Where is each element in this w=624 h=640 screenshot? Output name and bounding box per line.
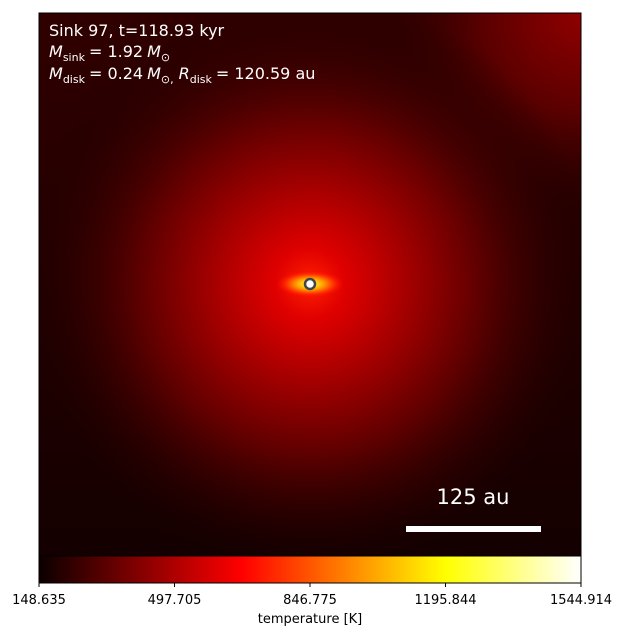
- value: = 0.24: [89, 64, 143, 83]
- sink-marker: [303, 277, 317, 291]
- colorbar-gradient: [38, 555, 582, 584]
- image: [38, 12, 582, 557]
- disk-props: Mdisk = 0.24 M⊙, Rdisk = 120.59 au: [49, 64, 315, 86]
- value: = 120.59 au: [216, 64, 316, 83]
- value: = 1.92: [89, 42, 143, 61]
- annotation: Sink 97, t=118.93 kyr Msink = 1.92 M⊙ Mdis…: [49, 21, 315, 86]
- subscript: sink: [63, 51, 86, 64]
- scale-bar: 125 au: [406, 485, 541, 532]
- subscript: disk: [63, 73, 86, 86]
- unit-sub: ⊙: [161, 51, 170, 64]
- unit: M: [147, 64, 161, 83]
- colorbar: temperature [K] 148.635 497.705 846.775 119…: [12, 555, 612, 627]
- colorbar-label: temperature [K]: [258, 612, 363, 627]
- tick-label: 846.775: [283, 593, 337, 608]
- scale-line: [406, 526, 541, 532]
- symbol: R: [179, 64, 190, 83]
- scale-label: 125 au: [437, 485, 510, 509]
- tick-label: 1195.844: [414, 593, 476, 608]
- subscript: disk: [190, 73, 213, 86]
- unit: M: [147, 42, 161, 61]
- tick-label: 1544.914: [550, 593, 612, 608]
- tick-label: 148.635: [12, 593, 66, 608]
- symbol: M: [49, 64, 63, 83]
- sink-mass: Msink = 1.92 M⊙: [49, 42, 170, 64]
- tick-label: 497.705: [148, 593, 202, 608]
- unit-sub: ⊙,: [161, 73, 174, 86]
- title: Sink 97, t=118.93 kyr: [49, 21, 225, 40]
- symbol: M: [49, 42, 63, 61]
